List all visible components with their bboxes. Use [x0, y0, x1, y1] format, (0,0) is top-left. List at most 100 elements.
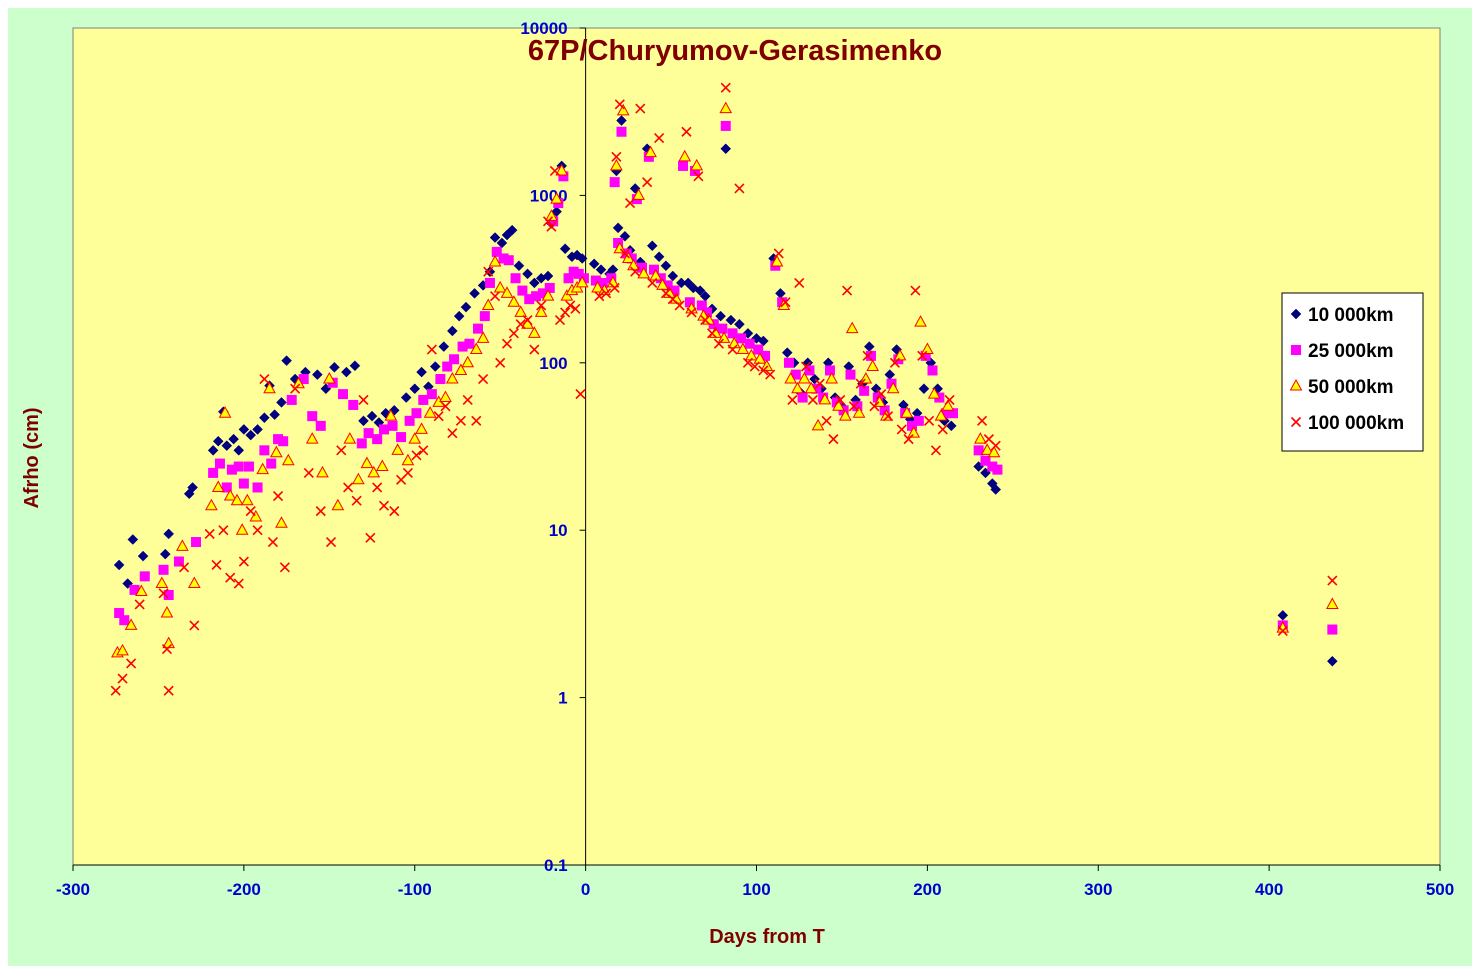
data-point — [331, 498, 345, 511]
data-point — [401, 453, 415, 466]
data-point — [489, 232, 501, 243]
data-point — [941, 408, 952, 419]
data-point — [461, 355, 475, 368]
data-point — [416, 366, 427, 378]
data-point — [616, 103, 630, 116]
data-point — [852, 401, 863, 412]
data-point — [794, 277, 805, 288]
data-point — [305, 432, 319, 444]
x-tick-label: 300 — [1084, 880, 1112, 899]
legend-marker — [1289, 378, 1303, 391]
data-point — [233, 444, 245, 456]
x-tick-label: 0 — [581, 880, 590, 899]
data-point — [173, 556, 184, 567]
data-point — [637, 262, 648, 273]
data-point — [315, 506, 326, 517]
data-point — [139, 571, 150, 582]
data-point — [893, 348, 907, 361]
data-point — [349, 360, 361, 372]
data-point — [595, 264, 607, 276]
data-point — [804, 381, 818, 394]
data-point — [438, 341, 450, 352]
data-point — [990, 440, 1001, 451]
data-point — [179, 562, 190, 573]
data-point — [457, 341, 468, 352]
data-point — [563, 273, 574, 284]
data-point — [930, 445, 941, 456]
data-point — [987, 461, 998, 472]
data-point — [632, 188, 645, 200]
data-point — [694, 285, 706, 296]
data-point — [286, 394, 297, 405]
data-point — [212, 435, 224, 447]
data-point — [218, 406, 232, 418]
data-point — [906, 420, 917, 431]
data-point — [865, 350, 876, 361]
legend-marker — [1291, 345, 1301, 355]
data-point — [429, 361, 441, 372]
data-point — [415, 422, 428, 434]
data-point — [869, 401, 880, 412]
data-point — [624, 197, 636, 209]
y-tick-label: 100 — [539, 354, 567, 373]
data-point — [453, 310, 465, 322]
data-point — [980, 455, 991, 466]
data-point — [717, 323, 728, 334]
data-point — [719, 101, 733, 114]
data-point — [987, 445, 1001, 458]
data-point — [568, 266, 579, 277]
x-axis-label: Days from T — [709, 926, 825, 948]
data-point — [325, 536, 337, 548]
data-point — [990, 484, 1002, 495]
data-point — [233, 578, 244, 589]
data-point — [244, 461, 255, 472]
data-point — [163, 685, 174, 696]
data-point — [269, 409, 280, 421]
legend-marker — [1290, 308, 1302, 320]
data-point — [252, 424, 263, 435]
data-point — [635, 103, 646, 114]
data-point — [117, 673, 128, 684]
data-point — [1327, 624, 1338, 635]
data-point — [886, 378, 897, 389]
x-tick-label: 400 — [1255, 880, 1283, 899]
data-point — [773, 248, 784, 259]
data-point — [158, 564, 169, 575]
data-point — [316, 465, 329, 478]
data-point — [491, 246, 502, 257]
data-point — [221, 482, 232, 493]
data-point — [351, 495, 362, 506]
data-point — [426, 344, 437, 355]
data-point — [727, 344, 738, 355]
plot-area — [72, 27, 1441, 866]
data-point — [329, 361, 340, 373]
y-tick-label: 10000 — [520, 19, 567, 38]
chart-title: 67P/Churyumov-Gerasimenko — [528, 35, 942, 67]
data-point — [1327, 575, 1338, 586]
legend-label: 25 000km — [1308, 341, 1394, 362]
data-point — [753, 344, 764, 355]
data-point — [464, 338, 475, 349]
data-point — [259, 412, 270, 424]
data-point — [591, 280, 604, 293]
data-point — [378, 500, 390, 511]
data-point — [531, 291, 542, 302]
data-point — [866, 359, 880, 372]
data-point — [832, 399, 845, 411]
data-point — [667, 270, 679, 282]
data-point — [770, 254, 784, 267]
legend-label: 50 000km — [1308, 377, 1394, 398]
data-point — [522, 315, 533, 326]
data-point — [211, 480, 225, 492]
data-point — [126, 658, 137, 669]
data-point — [560, 307, 571, 318]
data-point — [744, 338, 755, 349]
data-point — [455, 415, 466, 426]
data-point — [501, 338, 513, 349]
data-point — [973, 445, 984, 456]
data-point — [907, 426, 921, 438]
data-point — [506, 224, 518, 236]
data-point — [701, 307, 712, 318]
data-point — [391, 443, 405, 455]
data-point — [272, 490, 284, 502]
